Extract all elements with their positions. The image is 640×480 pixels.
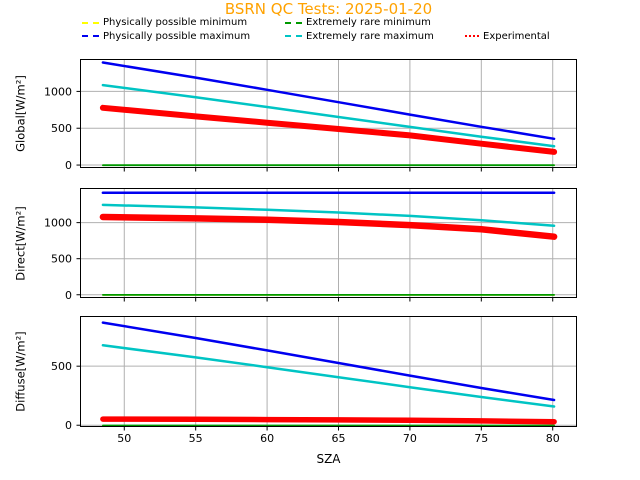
y-tick-label: 500 (51, 253, 72, 266)
dashed-line-icon (82, 35, 99, 38)
legend-entry-extremely-rare-minimum: Extremely rare minimum (285, 16, 465, 30)
legend: Physically possible minimum Physically p… (82, 16, 579, 43)
series-line (101, 61, 556, 141)
x-tick-label: 60 (260, 432, 274, 445)
dashed-line-icon (285, 35, 302, 38)
y-axis-label-global: Global[W/m²] (13, 75, 28, 152)
series-line (99, 213, 558, 240)
legend-label: Extremely rare maximum (306, 30, 434, 42)
series-line (101, 203, 556, 228)
subplot-diffuse: 50 55 60 65 70 75 80 0 500 (51, 316, 577, 445)
series-line (99, 104, 558, 155)
x-tick-label: 80 (546, 432, 560, 445)
y-tick-label: 0 (65, 419, 72, 432)
x-axis-label: SZA (316, 452, 341, 466)
legend-label: Extremely rare minimum (306, 17, 431, 28)
dotted-line-icon (465, 35, 479, 38)
dashed-line-icon (82, 21, 99, 24)
chart-title: BSRN QC Tests: 2025-01-20 (224, 0, 433, 18)
legend-entry-physically-possible-maximum: Physically possible maximum (82, 30, 285, 44)
axes-spines (80, 188, 577, 298)
y-tick-label: 1000 (44, 217, 72, 230)
legend-label: Physically possible maximum (103, 30, 251, 42)
y-tick-label: 0 (65, 289, 72, 302)
legend-entry-extremely-rare-maximum: Extremely rare maximum (285, 30, 465, 44)
series-line (101, 83, 556, 148)
y-tick-label: 1000 (44, 85, 72, 98)
x-tick-label: 75 (474, 432, 488, 445)
legend-entry-experimental: Experimental (465, 30, 579, 44)
axes-spines (80, 316, 577, 427)
series-line (101, 344, 556, 408)
x-tick-label: 65 (331, 432, 345, 445)
series-line (100, 416, 557, 425)
y-axis-label-diffuse: Diffuse[W/m²] (13, 331, 28, 412)
axes-spines (80, 59, 577, 168)
y-axis-label-direct: Direct[W/m²] (13, 206, 28, 281)
y-tick-label: 500 (51, 122, 72, 135)
legend-label: Experimental (483, 30, 550, 42)
x-tick-label: 70 (403, 432, 417, 445)
series-line (101, 321, 556, 402)
x-tick-label: 50 (117, 432, 131, 445)
x-tick-label: 55 (189, 432, 203, 445)
dashed-line-icon (285, 21, 302, 24)
subplot-direct: 0 500 1000 (44, 188, 577, 302)
legend-entry-physically-possible-minimum: Physically possible minimum (82, 16, 285, 30)
y-tick-label: 500 (51, 360, 72, 373)
legend-label: Physically possible minimum (103, 17, 248, 28)
y-tick-label: 0 (65, 159, 72, 172)
subplot-global: 0 500 1000 (44, 59, 577, 172)
